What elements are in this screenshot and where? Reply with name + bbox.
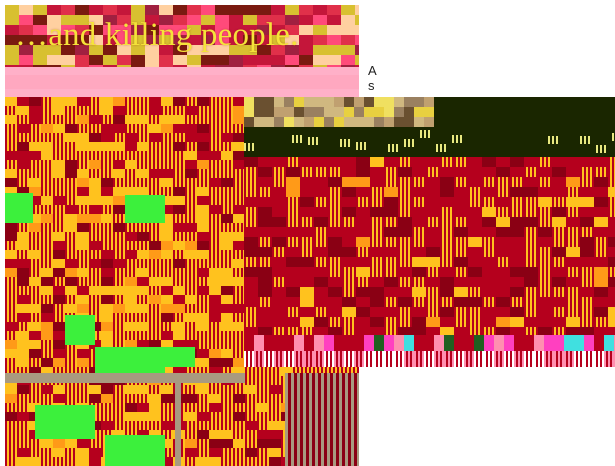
- glitched-image-right: [244, 97, 615, 367]
- glitch-pattern-right: [244, 97, 615, 367]
- image-caption: …and killing people.: [15, 17, 299, 53]
- side-text-fragment: As: [368, 63, 377, 93]
